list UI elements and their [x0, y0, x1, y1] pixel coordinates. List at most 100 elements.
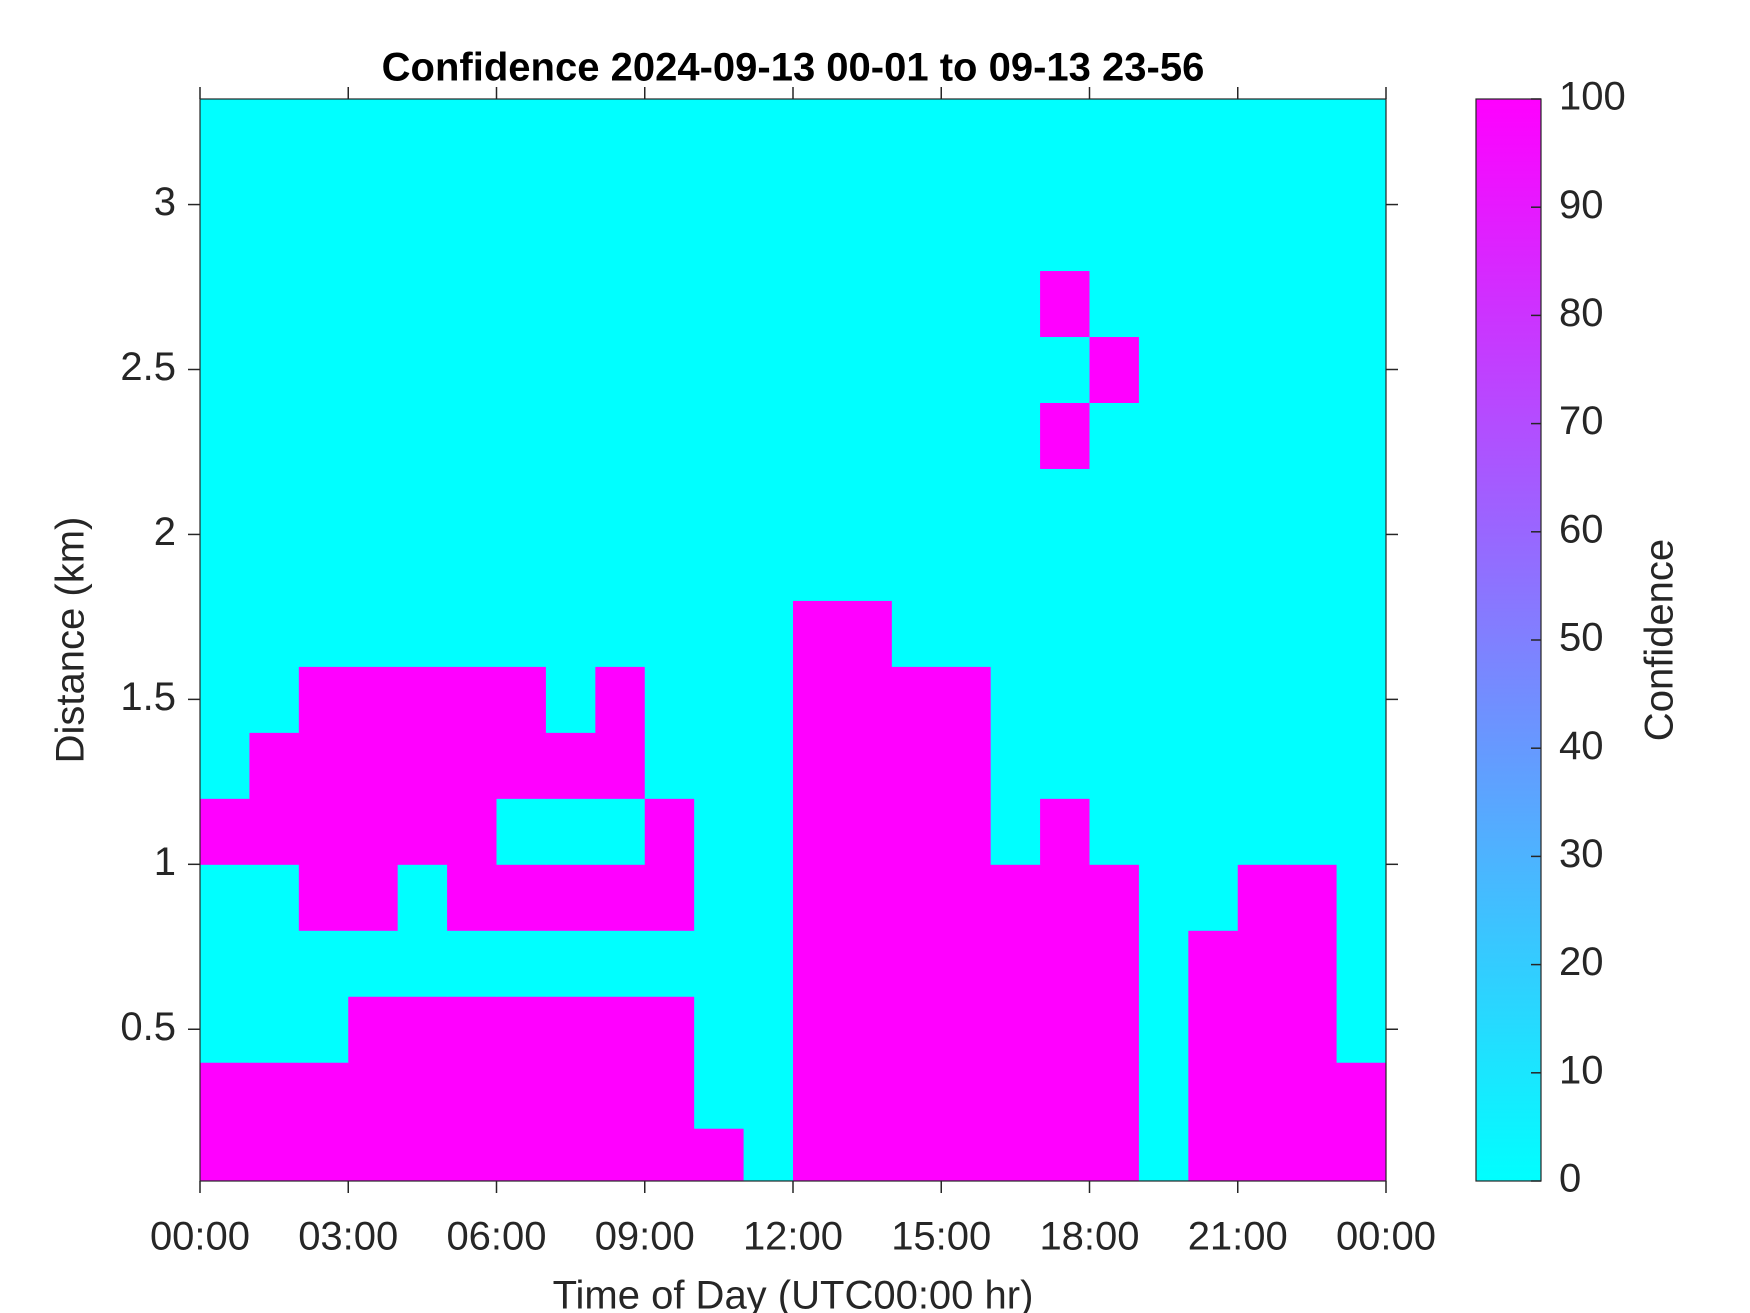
heatmap-cell — [249, 666, 300, 733]
heatmap-cell — [694, 1062, 745, 1129]
x-tick-label: 12:00 — [743, 1215, 843, 1259]
heatmap-cell — [200, 99, 250, 140]
heatmap-cell — [447, 666, 497, 733]
heatmap-cell — [348, 666, 399, 733]
y-tick-label: 2 — [154, 510, 176, 554]
heatmap-cell — [200, 468, 250, 535]
heatmap-cell — [990, 732, 1041, 799]
heatmap-cell — [496, 468, 547, 535]
heatmap-cell — [447, 138, 497, 206]
heatmap-cell — [990, 402, 1041, 469]
heatmap-cell — [1138, 996, 1189, 1063]
heatmap-cell — [200, 534, 250, 601]
heatmap-cell — [1089, 1062, 1140, 1129]
heatmap-cell — [1089, 732, 1140, 799]
heatmap-cell — [595, 864, 646, 931]
heatmap-cell — [842, 99, 893, 140]
heatmap-cell — [941, 930, 992, 997]
heatmap-cell — [595, 270, 646, 338]
heatmap-cell — [941, 1062, 992, 1129]
heatmap-cell — [595, 1128, 646, 1181]
heatmap-cell — [447, 732, 497, 799]
heatmap-cell — [595, 996, 646, 1063]
heatmap-cell — [348, 600, 399, 667]
heatmap-cell — [1138, 99, 1189, 140]
heatmap-cell — [545, 930, 596, 997]
y-tick-label: 1 — [154, 840, 176, 884]
heatmap-cell — [1188, 996, 1239, 1063]
heatmap-cell — [496, 930, 547, 997]
heatmap-cell — [1336, 336, 1386, 403]
heatmap-cell — [545, 666, 596, 733]
heatmap-cell — [793, 732, 843, 799]
heatmap-cell — [298, 996, 349, 1063]
heatmap-cell — [1138, 402, 1189, 469]
heatmap-cell — [1188, 1128, 1239, 1181]
heatmap-cell — [1188, 138, 1239, 206]
x-tick-label: 21:00 — [1188, 1215, 1288, 1259]
heatmap-cell — [496, 1062, 547, 1129]
heatmap-cell — [496, 270, 547, 338]
heatmap-cell — [694, 270, 745, 338]
heatmap-cell — [545, 99, 596, 140]
heatmap-cell — [1089, 1128, 1140, 1181]
heatmap-cell — [941, 204, 992, 272]
heatmap-cell — [743, 1128, 794, 1181]
heatmap-cell — [891, 1062, 942, 1129]
heatmap-cell — [694, 732, 745, 799]
heatmap-cell — [990, 204, 1041, 272]
heatmap-cell — [1138, 798, 1189, 865]
heatmap-cell — [1237, 732, 1288, 799]
heatmap-cell — [348, 1128, 399, 1181]
colorbar-tick-label: 70 — [1559, 399, 1604, 443]
heatmap-cell — [1336, 798, 1386, 865]
heatmap-cell — [249, 864, 300, 931]
heatmap-cell — [397, 468, 448, 535]
heatmap-cell — [1287, 732, 1338, 799]
heatmap-cell — [941, 534, 992, 601]
heatmap-cell — [545, 204, 596, 272]
heatmap-cell — [1237, 798, 1288, 865]
heatmap-cell — [891, 336, 942, 403]
heatmap-cell — [1188, 402, 1239, 469]
heatmap-cell — [1336, 930, 1386, 997]
heatmap-cell — [793, 930, 843, 997]
heatmap-cell — [447, 600, 497, 667]
heatmap-cell — [1089, 864, 1140, 931]
heatmap-cell — [1138, 270, 1189, 338]
heatmap-cell — [1138, 138, 1189, 206]
x-tick-label: 00:00 — [1336, 1215, 1436, 1259]
heatmap-cell — [793, 402, 843, 469]
heatmap-cell — [644, 99, 695, 140]
chart-title: Confidence 2024-09-13 00-01 to 09-13 23-… — [382, 46, 1205, 90]
heatmap-cell — [1237, 336, 1288, 403]
heatmap-cell — [891, 996, 942, 1063]
heatmap-cell — [1089, 270, 1140, 338]
heatmap-cell — [298, 204, 349, 272]
heatmap-cell — [496, 732, 547, 799]
heatmap-cell — [990, 270, 1041, 338]
heatmap-cell — [200, 996, 250, 1063]
heatmap-cell — [397, 996, 448, 1063]
heatmap-cell — [694, 138, 745, 206]
colorbar-tick-label: 100 — [1559, 75, 1626, 119]
heatmap-cell — [743, 402, 794, 469]
heatmap-cell — [496, 798, 547, 865]
heatmap-cell — [891, 1128, 942, 1181]
heatmap-cell — [644, 1062, 695, 1129]
heatmap-cell — [1040, 204, 1090, 272]
heatmap-cell — [1040, 864, 1090, 931]
heatmap-cell — [1089, 336, 1140, 403]
heatmap-cell — [644, 798, 695, 865]
heatmap-cell — [545, 270, 596, 338]
heatmap-cell — [348, 930, 399, 997]
heatmap-cell — [644, 534, 695, 601]
heatmap-cell — [1287, 336, 1338, 403]
heatmap-cell — [793, 99, 843, 140]
heatmap-cell — [644, 666, 695, 733]
heatmap-cell — [447, 864, 497, 931]
heatmap-cell — [545, 402, 596, 469]
heatmap-cell — [694, 930, 745, 997]
heatmap-cell — [397, 336, 448, 403]
heatmap-cell — [644, 402, 695, 469]
